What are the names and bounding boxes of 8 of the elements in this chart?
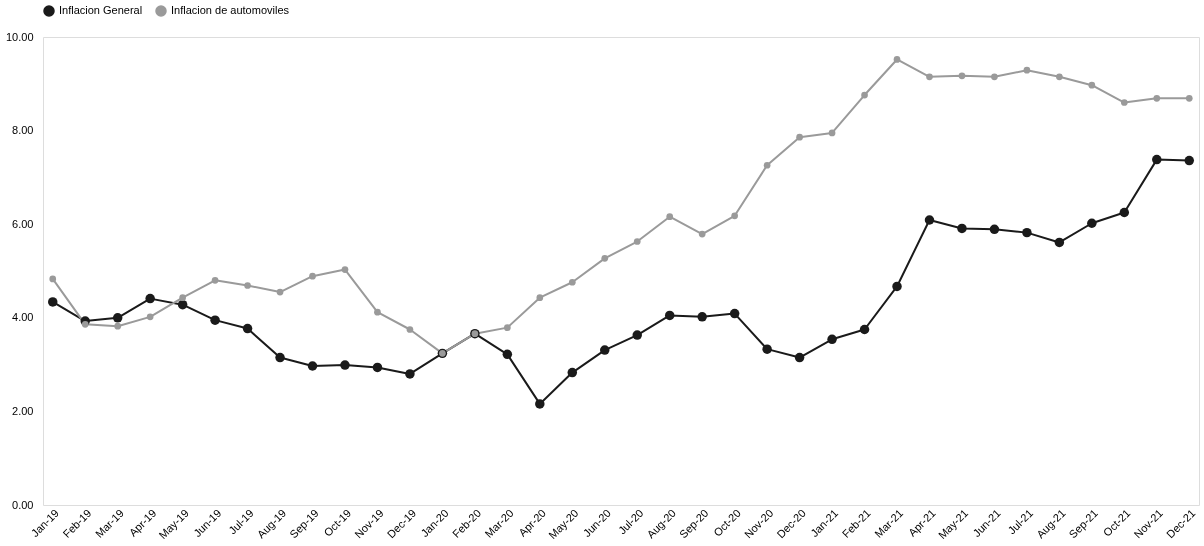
y-tick-label: 6.00 bbox=[12, 217, 34, 230]
y-tick-label: 10.00 bbox=[5, 30, 34, 43]
legend-label: Inflacion de automoviles bbox=[171, 4, 290, 16]
y-tick-label: 2.00 bbox=[12, 404, 34, 417]
y-tick-label: 8.00 bbox=[12, 124, 34, 137]
y-tick-label: 4.00 bbox=[12, 311, 34, 324]
y-tick-label: 0.00 bbox=[12, 498, 34, 511]
legend-label: Inflacion General bbox=[59, 4, 143, 16]
